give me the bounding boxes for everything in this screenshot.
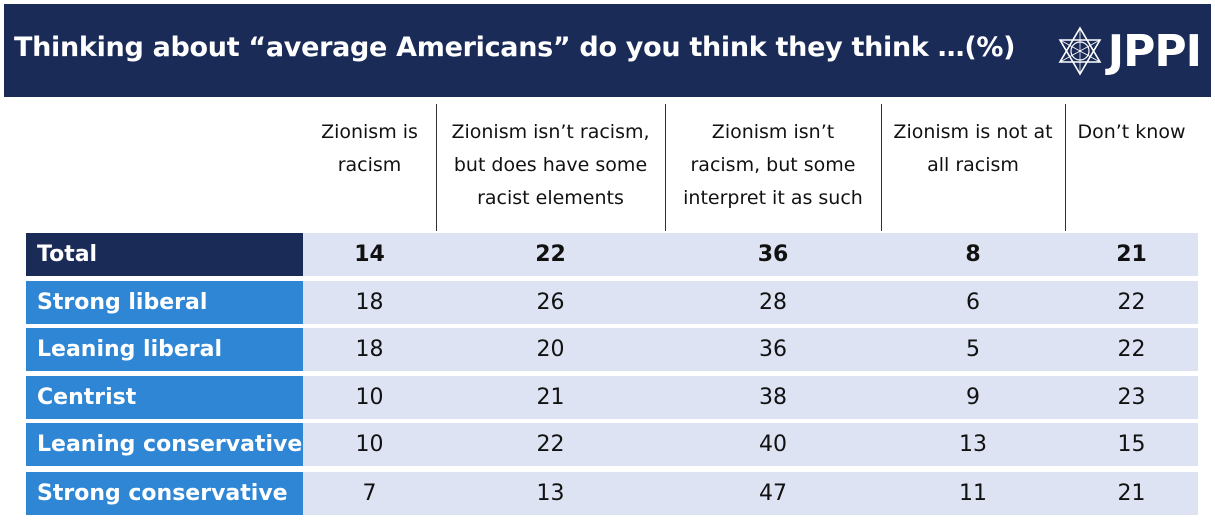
table-cell: 18 bbox=[355, 337, 384, 362]
chart-title: Thinking about “average Americans” do yo… bbox=[14, 32, 1016, 63]
table-cell: 28 bbox=[759, 290, 787, 315]
table-cell: 40 bbox=[759, 432, 787, 457]
table-cell: 36 bbox=[757, 242, 789, 267]
row-label: Leaning conservative bbox=[26, 423, 303, 466]
column-header-line: Zionism isn’t bbox=[711, 121, 835, 143]
table-cell: 26 bbox=[536, 290, 565, 315]
column-header: Don’t know bbox=[1065, 116, 1198, 149]
row-separator bbox=[26, 469, 1198, 472]
row-background bbox=[303, 423, 1198, 466]
table-cell: 21 bbox=[1116, 242, 1147, 267]
table-cell: 14 bbox=[354, 242, 385, 267]
column-header-line: but does have some bbox=[453, 154, 648, 176]
table-cell: 10 bbox=[355, 385, 384, 410]
column-header-line: racist elements bbox=[477, 187, 624, 209]
table-cell: 20 bbox=[536, 337, 565, 362]
row-separator bbox=[26, 325, 1198, 328]
row-separator bbox=[26, 420, 1198, 423]
table-cell: 47 bbox=[759, 481, 787, 506]
star-of-david-icon bbox=[1058, 26, 1102, 76]
table-cell: 23 bbox=[1117, 385, 1146, 410]
logo-text: JPPI bbox=[1107, 25, 1202, 77]
header-divider bbox=[881, 104, 882, 231]
table-cell: 9 bbox=[966, 385, 980, 410]
column-header-line: Don’t know bbox=[1077, 121, 1186, 143]
table-cell: 21 bbox=[1117, 481, 1146, 506]
table-cell: 10 bbox=[355, 432, 384, 457]
column-header-line: Zionism is bbox=[321, 121, 418, 143]
row-label: Centrist bbox=[26, 376, 303, 419]
row-label: Total bbox=[26, 233, 303, 276]
column-header-line: racism, but some bbox=[690, 154, 856, 176]
row-label: Strong liberal bbox=[26, 281, 303, 324]
column-header-line: all racism bbox=[927, 154, 1019, 176]
table-cell: 5 bbox=[966, 337, 980, 362]
column-header: Zionism isn’t racism, but some interpret i… bbox=[665, 116, 881, 215]
title-banner: Thinking about “average Americans” do yo… bbox=[4, 4, 1211, 97]
row-separator bbox=[26, 373, 1198, 376]
table-cell: 13 bbox=[959, 432, 987, 457]
column-header: Zionism is not at all racism bbox=[881, 116, 1065, 182]
table-cell: 8 bbox=[965, 242, 981, 267]
table-cell: 22 bbox=[535, 242, 566, 267]
jppi-logo: JPPI bbox=[1054, 22, 1202, 80]
table-cell: 18 bbox=[355, 290, 384, 315]
table-cell: 15 bbox=[1117, 432, 1146, 457]
table-cell: 22 bbox=[1117, 290, 1146, 315]
table-cell: 11 bbox=[959, 481, 987, 506]
row-background bbox=[303, 376, 1198, 419]
row-label: Leaning liberal bbox=[26, 328, 303, 371]
column-header-line: Zionism is not at bbox=[893, 121, 1053, 143]
table-cell: 6 bbox=[966, 290, 980, 315]
row-background bbox=[303, 328, 1198, 371]
column-header: Zionism is racism bbox=[303, 116, 436, 182]
row-background bbox=[303, 233, 1198, 276]
header-divider bbox=[665, 104, 666, 231]
row-background bbox=[303, 281, 1198, 324]
table-cell: 22 bbox=[536, 432, 565, 457]
table-cell: 38 bbox=[759, 385, 787, 410]
table-cell: 22 bbox=[1117, 337, 1146, 362]
row-label: Strong conservative bbox=[26, 472, 303, 515]
header-divider bbox=[436, 104, 437, 231]
table-cell: 36 bbox=[759, 337, 787, 362]
column-header: Zionism isn’t racism, but does have some r… bbox=[436, 116, 665, 215]
header-divider bbox=[1065, 104, 1066, 231]
column-header-line: Zionism isn’t racism, bbox=[451, 121, 650, 143]
table-cell: 13 bbox=[536, 481, 565, 506]
row-background bbox=[303, 472, 1198, 515]
row-separator bbox=[26, 278, 1198, 281]
table-cell: 7 bbox=[362, 481, 377, 506]
column-header-line: interpret it as such bbox=[683, 187, 863, 209]
column-header-line: racism bbox=[337, 154, 402, 176]
table-cell: 21 bbox=[536, 385, 565, 410]
